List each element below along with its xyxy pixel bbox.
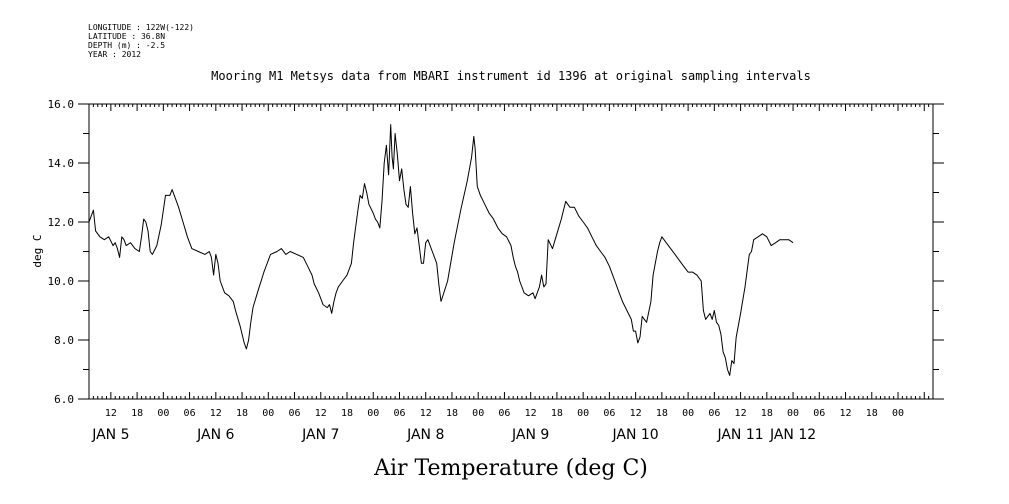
depth-text: DEPTH (m) : -2.5 <box>88 41 165 50</box>
axis-labels: 12 18 00 06 12 18 00 06 12 18 00 06 12 18 00 06 12 18 00 06… <box>48 98 905 443</box>
data-series <box>88 124 794 376</box>
x-tick-label-date: JAN 6 <box>196 427 234 443</box>
x-tick-label-hour: 06 <box>708 408 720 419</box>
series-line-segment-2 <box>440 135 794 376</box>
x-tick-label-hour: 12 <box>735 408 747 419</box>
x-tick-label-hour: 12 <box>210 408 222 419</box>
y-tick-label: 8.0 <box>54 334 74 347</box>
x-tick-label-hour: 00 <box>682 408 694 419</box>
y-tick-label: 12.0 <box>48 216 75 229</box>
x-tick-label-hour: 18 <box>761 408 773 419</box>
x-tick-label-hour: 18 <box>551 408 563 419</box>
x-tick-label-date: JAN 5 <box>91 427 129 443</box>
y-tick-label: 6.0 <box>54 393 74 406</box>
x-tick-label-hour: 18 <box>341 408 353 419</box>
x-tick-label-hour: 06 <box>813 408 825 419</box>
x-tick-label-date: JAN 12 <box>769 427 816 443</box>
x-tick-label-date: JAN 7 <box>301 427 339 443</box>
year-text: YEAR : 2012 <box>88 50 141 59</box>
x-axis-title: Air Temperature (deg C) <box>373 456 648 481</box>
x-tick-label-hour: 06 <box>498 408 510 419</box>
x-tick-label-hour: 18 <box>866 408 878 419</box>
x-tick-label-hour: 00 <box>367 408 379 419</box>
x-tick-label-date: JAN 9 <box>511 427 549 443</box>
plot-frame <box>88 103 934 400</box>
y-tick-label: 14.0 <box>48 157 75 170</box>
x-tick-label-hour: 18 <box>446 408 458 419</box>
x-tick-label-hour: 06 <box>289 408 301 419</box>
series-line-segment-1 <box>88 124 442 350</box>
x-tick-label-hour: 12 <box>840 408 852 419</box>
x-tick-label-hour: 00 <box>472 408 484 419</box>
x-tick-label-date: JAN 11 <box>716 427 763 443</box>
x-tick-label-hour: 00 <box>787 408 799 419</box>
x-tick-label-hour: 12 <box>630 408 642 419</box>
x-tick-label-hour: 12 <box>525 408 537 419</box>
y-axis-title: deg C <box>31 234 44 267</box>
x-tick-label-hour: 00 <box>892 408 904 419</box>
y-tick-label: 16.0 <box>48 98 75 111</box>
x-tick-label-hour: 18 <box>131 408 143 419</box>
x-tick-label-hour: 18 <box>236 408 248 419</box>
x-tick-label-hour: 18 <box>656 408 668 419</box>
latitude-text: LATITUDE : 36.8N <box>88 32 165 41</box>
x-tick-label-hour: 06 <box>393 408 405 419</box>
x-tick-label-hour: 06 <box>184 408 196 419</box>
x-tick-label-hour: 00 <box>157 408 169 419</box>
x-tick-label-date: JAN 10 <box>612 427 659 443</box>
chart-title: Mooring M1 Metsys data from MBARI instru… <box>211 69 811 83</box>
x-tick-label-hour: 06 <box>603 408 615 419</box>
x-tick-label-hour: 12 <box>105 408 117 419</box>
axis-ticks <box>78 103 944 400</box>
x-tick-label-hour: 00 <box>577 408 589 419</box>
y-tick-label: 10.0 <box>48 275 75 288</box>
x-tick-label-hour: 12 <box>420 408 432 419</box>
longitude-text: LONGITUDE : 122W(-122) <box>88 23 194 32</box>
x-tick-label-date: JAN 8 <box>406 427 444 443</box>
x-tick-label-hour: 00 <box>262 408 274 419</box>
x-tick-label-hour: 12 <box>315 408 327 419</box>
